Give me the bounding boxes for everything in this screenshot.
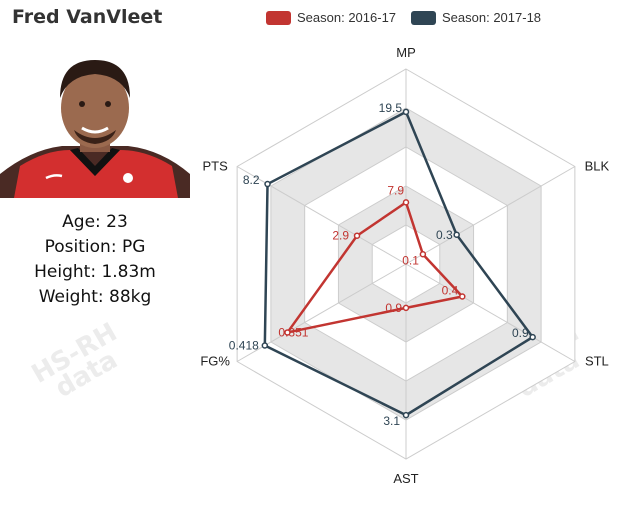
series-point xyxy=(264,180,271,188)
player-name: Fred VanVleet xyxy=(12,6,163,28)
series-point xyxy=(284,329,291,336)
player-photo xyxy=(0,46,190,198)
indicator-label-blk: BLK xyxy=(585,159,610,174)
indicator-label-fg-pct: FG% xyxy=(200,354,230,369)
series-point xyxy=(402,411,410,419)
weight-text: Weight: 88kg xyxy=(38,287,152,307)
data-label: 0.1 xyxy=(402,253,419,267)
data-label: 3.1 xyxy=(383,414,400,428)
series-point xyxy=(261,342,269,349)
legend-label: Season: 2017-18 xyxy=(442,10,541,25)
series-point xyxy=(402,199,410,206)
legend-swatch xyxy=(266,11,291,25)
data-label: 8.2 xyxy=(243,173,260,187)
legend-swatch xyxy=(411,11,436,25)
data-label: 0.9 xyxy=(512,326,529,340)
series-point xyxy=(529,333,536,341)
age-text: Age: 23 xyxy=(62,212,128,232)
series-point xyxy=(459,293,466,300)
data-label: 19.5 xyxy=(379,101,403,115)
radar-axis-line xyxy=(405,166,576,265)
indicator-label-ast: AST xyxy=(393,471,418,486)
position-text: Position: PG xyxy=(44,237,146,257)
series-point xyxy=(402,304,410,312)
data-label: 0.418 xyxy=(229,339,259,353)
indicator-label-mp: MP xyxy=(396,45,416,60)
radar-axis-line xyxy=(405,263,576,362)
series-point xyxy=(453,231,460,238)
legend-label: Season: 2016-17 xyxy=(297,10,396,25)
data-label: 2.9 xyxy=(332,229,349,243)
data-label: 0.351 xyxy=(278,325,308,339)
data-label: 7.9 xyxy=(387,183,404,197)
series-point xyxy=(419,251,427,258)
series-point xyxy=(402,108,410,116)
data-label: 0.3 xyxy=(436,228,453,242)
data-label: 0.4 xyxy=(442,284,459,298)
indicator-label-stl: STL xyxy=(585,354,609,369)
indicator-label-pts: PTS xyxy=(202,159,228,174)
height-text: Height: 1.83m xyxy=(34,262,156,282)
series-point xyxy=(353,232,361,239)
data-label: 0.9 xyxy=(385,301,402,315)
